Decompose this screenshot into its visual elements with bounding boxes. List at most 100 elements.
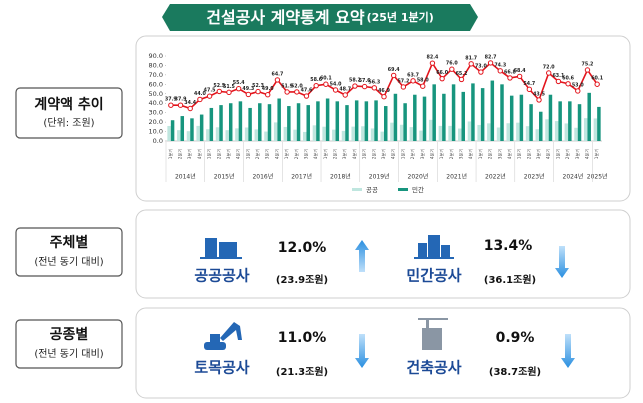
total-marker [478,69,484,75]
bar [170,120,175,141]
bar [583,118,588,141]
bar [264,131,268,141]
bar [380,131,384,141]
year-label: 2014년 [175,173,196,181]
bar [451,84,456,141]
total-marker [575,88,581,94]
item-amount: (36.1조원) [484,273,536,286]
bar [277,98,281,141]
bar [419,130,423,141]
year-label: 2018년 [330,173,351,181]
bar [345,105,349,141]
bar [219,105,223,141]
bar [442,93,446,141]
bar [545,119,549,141]
data-label: 65.2 [456,71,468,77]
item-label: 건축공사 [406,359,461,377]
data-label: 47.6 [301,88,313,94]
year-label: 2019년 [369,173,390,181]
bar [480,88,485,141]
bar [438,125,443,141]
total-marker [313,82,319,89]
total-marker [235,85,242,92]
label-box [15,87,123,139]
y-tick-label: 20.0 [149,118,163,126]
total-marker [342,92,348,98]
bar [593,118,598,141]
year-label: 2024년 [563,173,584,181]
x-tick-label: 3분기 [496,149,503,160]
legend-label: 민간 [412,185,424,194]
bar [332,129,336,141]
total-marker [546,70,552,76]
data-label: 37.9 [175,97,187,103]
data-label: 64.7 [272,71,284,77]
x-tick-label: 1분기 [361,149,368,160]
total-marker [294,89,300,95]
x-tick-label: 2분기 [370,149,377,160]
data-label: 54.7 [523,81,535,87]
year-label: 2015년 [214,173,235,181]
x-tick-label: 4분기 [390,149,397,160]
x-tick-label: 2분기 [564,149,571,160]
x-tick-label: 2분기 [332,149,339,160]
total-marker [565,81,571,87]
title-banner [162,4,478,31]
x-tick-label: 4분기 [351,149,358,160]
bar [390,122,394,141]
data-label: 57.2 [397,78,409,84]
bar [364,101,369,141]
total-marker [274,77,281,83]
bar [186,131,191,141]
bar [516,122,520,141]
bar [597,106,601,141]
change-arrow [555,246,569,278]
x-tick-label: 4분기 [583,149,590,160]
total-marker [284,89,290,95]
data-label: 58.0 [417,78,429,84]
data-label: 43.5 [533,91,545,97]
total-marker [265,92,271,98]
item-amount: (23.9조원) [276,273,328,286]
x-tick-label: 2분기 [487,149,494,160]
total-marker [177,102,184,108]
data-label: 53.0 [572,82,584,88]
y-tick-label: 30.0 [149,109,163,117]
legend-label: 공공 [366,186,378,194]
legend-swatch [352,188,362,191]
y-tick-label: 70.0 [149,71,163,79]
total-marker [245,91,252,98]
private-icon [414,235,454,259]
bar [568,101,572,141]
total-marker [332,87,339,93]
bar [574,127,578,141]
bar [525,126,530,141]
item-label: 공공공사 [194,267,249,285]
bar [248,107,252,141]
bar [335,101,340,141]
x-tick-label: 3분기 [186,149,193,160]
item-change: 12.0% [278,240,327,256]
bar [448,125,452,141]
title-sub: (25년 1분기) [367,10,434,24]
year-label: 2021년 [446,173,467,181]
bar [432,84,436,141]
bar [422,96,427,141]
total-marker [526,86,533,93]
data-label: 76.0 [446,61,458,67]
total-marker [458,76,465,83]
bar [554,121,559,141]
year-label: 2016년 [252,173,273,181]
data-label: 34.4 [184,100,196,106]
data-label: 69.4 [388,67,400,73]
x-tick-label: 3분기 [225,149,232,160]
bar [238,101,243,141]
x-tick-label: 1분기 [477,149,484,160]
total-marker [410,78,416,84]
bar [341,130,346,141]
total-marker [381,94,387,100]
data-label: 57.6 [359,78,371,84]
bar [399,124,404,141]
x-tick-label: 2분기 [254,149,261,160]
